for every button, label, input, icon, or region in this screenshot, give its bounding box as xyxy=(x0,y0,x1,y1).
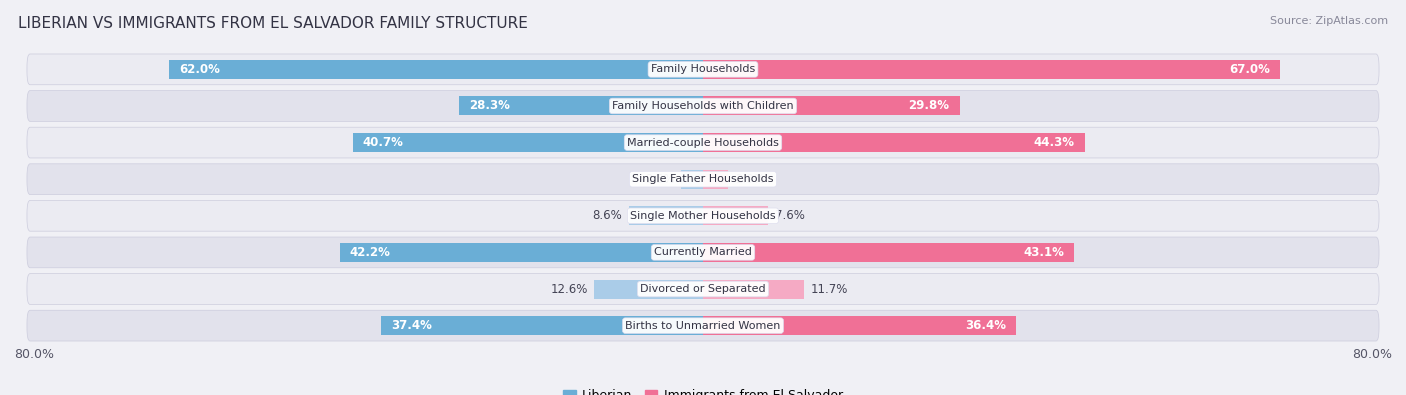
Text: 29.8%: 29.8% xyxy=(908,100,949,113)
Text: 37.4%: 37.4% xyxy=(391,319,432,332)
Bar xyxy=(340,243,703,262)
FancyBboxPatch shape xyxy=(27,90,1379,121)
Text: 12.6%: 12.6% xyxy=(550,282,588,295)
Bar xyxy=(703,170,728,189)
Bar xyxy=(703,243,1074,262)
FancyBboxPatch shape xyxy=(27,54,1379,85)
Text: Births to Unmarried Women: Births to Unmarried Women xyxy=(626,321,780,331)
Bar xyxy=(703,133,1084,152)
Text: Currently Married: Currently Married xyxy=(654,247,752,258)
FancyBboxPatch shape xyxy=(27,164,1379,195)
Legend: Liberian, Immigrants from El Salvador: Liberian, Immigrants from El Salvador xyxy=(558,384,848,395)
Bar xyxy=(703,60,1279,79)
Text: Source: ZipAtlas.com: Source: ZipAtlas.com xyxy=(1270,16,1388,26)
Bar xyxy=(595,280,703,299)
Text: 36.4%: 36.4% xyxy=(965,319,1007,332)
FancyBboxPatch shape xyxy=(27,274,1379,305)
Text: Married-couple Households: Married-couple Households xyxy=(627,137,779,148)
Text: 80.0%: 80.0% xyxy=(14,348,53,361)
Text: 2.5%: 2.5% xyxy=(645,173,675,186)
Text: Single Father Households: Single Father Households xyxy=(633,174,773,184)
Text: Family Households with Children: Family Households with Children xyxy=(612,101,794,111)
Bar xyxy=(460,96,703,115)
Text: 62.0%: 62.0% xyxy=(180,63,221,76)
FancyBboxPatch shape xyxy=(27,200,1379,231)
Text: LIBERIAN VS IMMIGRANTS FROM EL SALVADOR FAMILY STRUCTURE: LIBERIAN VS IMMIGRANTS FROM EL SALVADOR … xyxy=(18,16,529,31)
Bar xyxy=(628,206,703,225)
FancyBboxPatch shape xyxy=(27,127,1379,158)
Text: 28.3%: 28.3% xyxy=(470,100,510,113)
Bar xyxy=(353,133,703,152)
Text: Family Households: Family Households xyxy=(651,64,755,74)
Bar xyxy=(703,316,1017,335)
Bar xyxy=(682,170,703,189)
Text: 11.7%: 11.7% xyxy=(811,282,848,295)
Bar xyxy=(169,60,703,79)
Text: Single Mother Households: Single Mother Households xyxy=(630,211,776,221)
Text: 43.1%: 43.1% xyxy=(1024,246,1064,259)
Text: 40.7%: 40.7% xyxy=(363,136,404,149)
FancyBboxPatch shape xyxy=(27,310,1379,341)
Text: 7.6%: 7.6% xyxy=(775,209,806,222)
Text: 67.0%: 67.0% xyxy=(1229,63,1270,76)
Bar xyxy=(703,96,960,115)
Text: 42.2%: 42.2% xyxy=(350,246,391,259)
FancyBboxPatch shape xyxy=(27,237,1379,268)
Bar xyxy=(381,316,703,335)
Text: 44.3%: 44.3% xyxy=(1033,136,1074,149)
Bar xyxy=(703,206,769,225)
Bar xyxy=(703,280,804,299)
Text: Divorced or Separated: Divorced or Separated xyxy=(640,284,766,294)
Text: 80.0%: 80.0% xyxy=(1353,348,1392,361)
Text: 2.9%: 2.9% xyxy=(735,173,765,186)
Text: 8.6%: 8.6% xyxy=(592,209,621,222)
